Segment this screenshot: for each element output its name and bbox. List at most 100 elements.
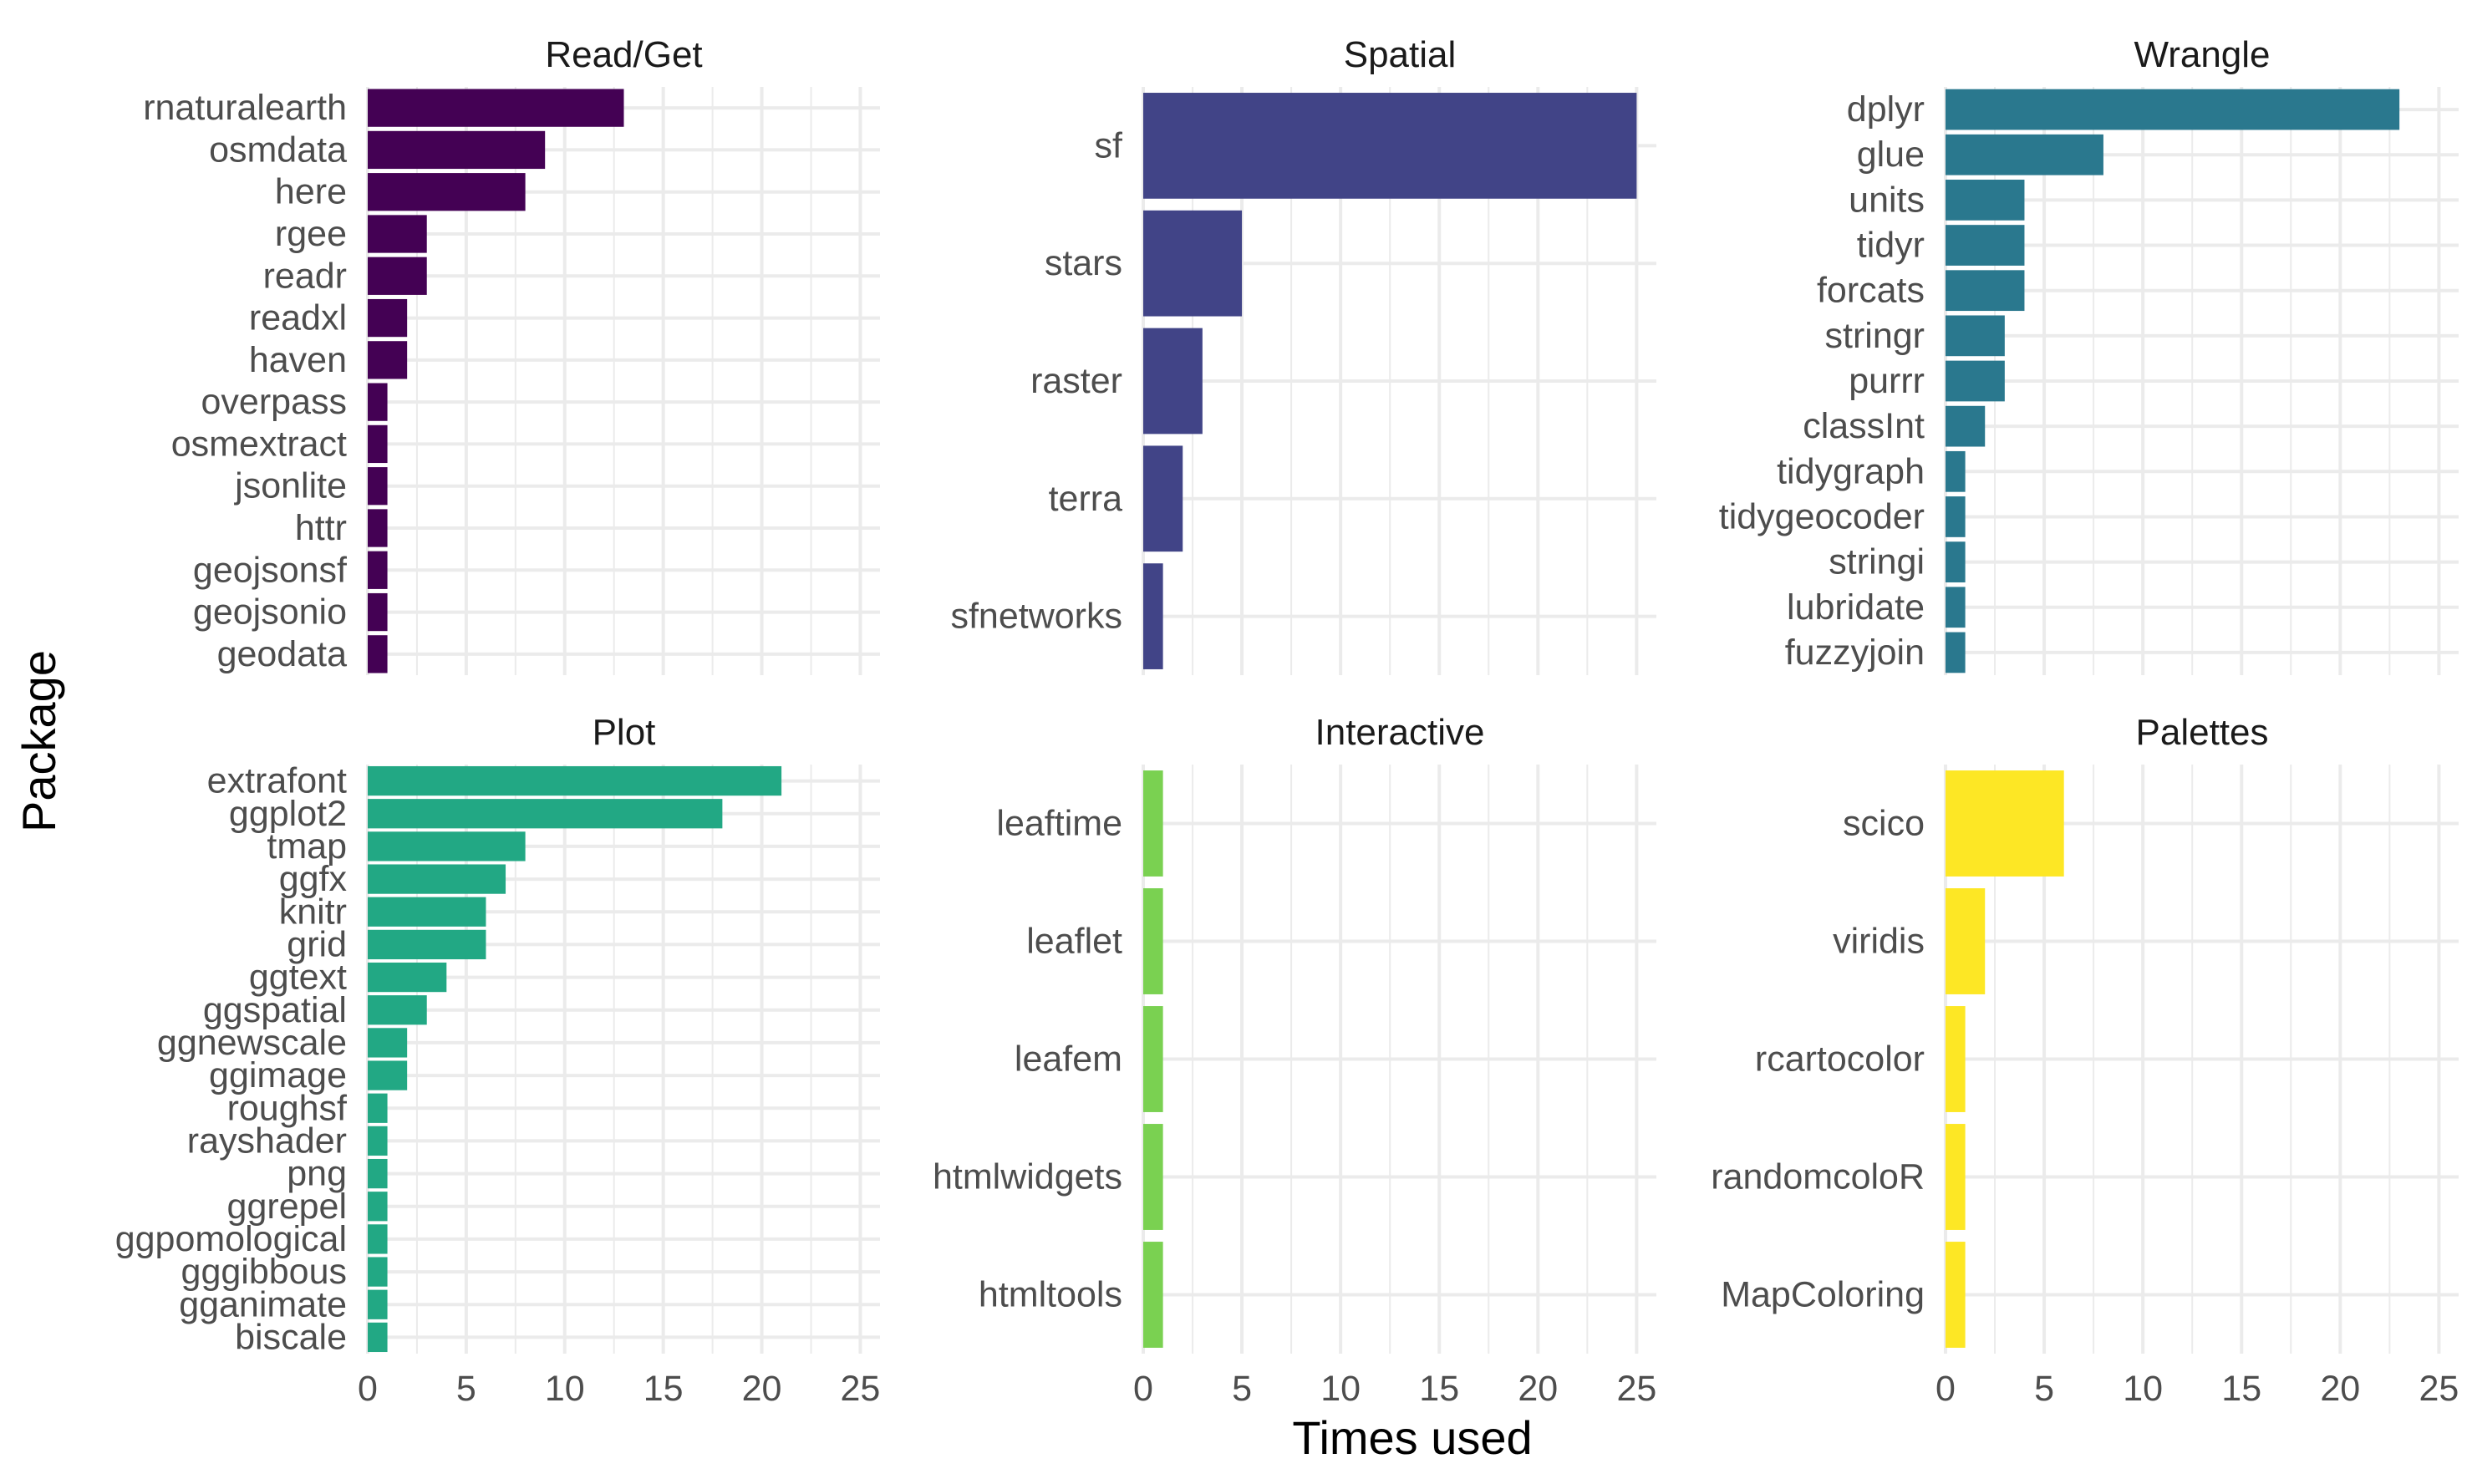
bar-tidygeocoder — [1946, 496, 1966, 537]
y-tick-label: extrafont — [207, 761, 347, 801]
y-tick-label: leaftime — [996, 804, 1122, 844]
x-tick-label: 0 — [358, 1369, 378, 1409]
y-tick-label: ggimage — [209, 1055, 347, 1095]
y-tick-label: geojsonsf — [193, 550, 348, 590]
facet-title: Wrangle — [2134, 34, 2270, 75]
y-tick-label: forcats — [1817, 271, 1925, 311]
bar-stringr — [1946, 315, 2005, 357]
y-tick-label: ggspatial — [203, 990, 347, 1030]
facet-wrangle: Wrangle dplyr glue units tidyr forcats stringr… — [1719, 34, 2459, 675]
y-tick-label: classInt — [1803, 406, 1925, 446]
y-tick-label: units — [1849, 180, 1925, 220]
x-tick-label: 5 — [456, 1369, 476, 1409]
bar-osmdata — [368, 130, 546, 170]
bar-haven — [368, 341, 408, 379]
bar-purrr — [1946, 360, 2005, 402]
y-tick-label: stringr — [1825, 316, 1925, 356]
facet-plot: Plot extrafontggplot2tmapggfxknitrgridggt… — [115, 712, 881, 1409]
y-tick-label: here — [275, 172, 347, 212]
x-tick-label: 5 — [1232, 1369, 1252, 1409]
x-tick-label: 25 — [1616, 1369, 1656, 1409]
facet-palettes: Palettes scico viridis rcartocolor randomcol… — [1711, 712, 2459, 1409]
bar-glue — [1946, 134, 2103, 175]
bar-leafem — [1143, 1006, 1163, 1112]
bar-ggpomological — [368, 1224, 388, 1254]
bar-terra — [1143, 445, 1183, 552]
bar-gggibbous — [368, 1257, 388, 1287]
bar-grid — [368, 929, 486, 960]
y-tick-label: viridis — [1833, 922, 1925, 962]
bar-mapcoloring — [1946, 1242, 1966, 1348]
bar-png — [368, 1158, 388, 1189]
x-tick-label: 20 — [1518, 1369, 1558, 1409]
bar-forcats — [1946, 270, 2025, 312]
y-tick-label: knitr — [279, 892, 347, 932]
bar-scico — [1946, 770, 2064, 877]
y-tick-label: ggrepel — [227, 1187, 347, 1227]
bar-geojsonsf — [368, 551, 388, 589]
bar-tidygraph — [1946, 450, 1966, 492]
bar-readxl — [368, 298, 408, 338]
y-tick-label: sfnetworks — [950, 597, 1122, 637]
y-tick-label: gganimate — [179, 1284, 347, 1324]
bar-ggspatial — [368, 995, 427, 1025]
y-tick-label: haven — [249, 340, 347, 380]
y-tick-label: rcartocolor — [1755, 1039, 1925, 1080]
y-tick-label: ggtext — [249, 958, 347, 998]
bar-tidyr — [1946, 225, 2025, 266]
bar-raster — [1143, 328, 1203, 435]
y-tick-label: rgee — [275, 214, 347, 254]
y-tick-label: leafem — [1015, 1039, 1122, 1080]
bar-fuzzyjoin — [1946, 632, 1966, 673]
x-tick-label: 0 — [1935, 1369, 1956, 1409]
bar-geodata — [368, 635, 388, 673]
bar-htmlwidgets — [1143, 1124, 1163, 1230]
x-tick-label: 25 — [2419, 1369, 2459, 1409]
bar-overpass — [368, 383, 388, 421]
y-tick-label: rnaturalearth — [143, 88, 347, 128]
facet-title: Interactive — [1315, 712, 1485, 753]
bar-units — [1946, 180, 2025, 221]
facet-title: Read/Get — [545, 34, 702, 75]
bar-biscale — [368, 1322, 388, 1353]
y-tick-label: biscale — [235, 1317, 347, 1357]
y-tick-label: htmltools — [979, 1275, 1122, 1315]
y-tick-label: htmlwidgets — [933, 1157, 1122, 1197]
bar-rcartocolor — [1946, 1006, 1966, 1112]
facet-spatial: Spatial sf stars raster terra sfnetworks — [950, 34, 1656, 675]
y-tick-label: ggpomological — [115, 1219, 347, 1259]
y-tick-label: fuzzyjoin — [1785, 633, 1925, 673]
y-tick-label: geodata — [217, 634, 348, 674]
y-tick-label: ggfx — [279, 859, 348, 899]
x-axis-title: Times used — [1292, 1411, 1532, 1464]
y-tick-label: httr — [295, 508, 347, 548]
bar-htmltools — [1143, 1242, 1163, 1348]
y-tick-label: terra — [1049, 479, 1123, 519]
facet-title: Plot — [593, 712, 656, 753]
bar-jsonlite — [368, 467, 388, 506]
bar-tmap — [368, 831, 526, 861]
bar-extrafont — [368, 765, 782, 796]
y-tick-label: rayshader — [187, 1121, 347, 1161]
y-tick-label: purrr — [1849, 361, 1925, 401]
y-tick-label: stars — [1045, 243, 1122, 283]
bar-rgee — [368, 215, 427, 253]
bar-ggfx — [368, 864, 506, 894]
bar-stars — [1143, 210, 1243, 317]
y-tick-label: scico — [1843, 804, 1925, 844]
x-tick-label: 20 — [742, 1369, 782, 1409]
bar-stringi — [1946, 541, 1966, 582]
y-tick-label: png — [287, 1154, 347, 1194]
bar-ggtext — [368, 962, 447, 993]
x-tick-label: 10 — [2123, 1369, 2163, 1409]
bar-readr — [368, 257, 427, 295]
y-tick-label: osmextract — [171, 424, 347, 464]
y-tick-label: MapColoring — [1721, 1275, 1925, 1315]
bar-lubridate — [1946, 587, 1966, 628]
facet-title: Palettes — [2136, 712, 2269, 753]
y-tick-label: gggibbous — [181, 1252, 347, 1292]
y-tick-label: dplyr — [1847, 89, 1925, 130]
y-tick-label: overpass — [201, 382, 347, 422]
bar-httr — [368, 509, 388, 547]
